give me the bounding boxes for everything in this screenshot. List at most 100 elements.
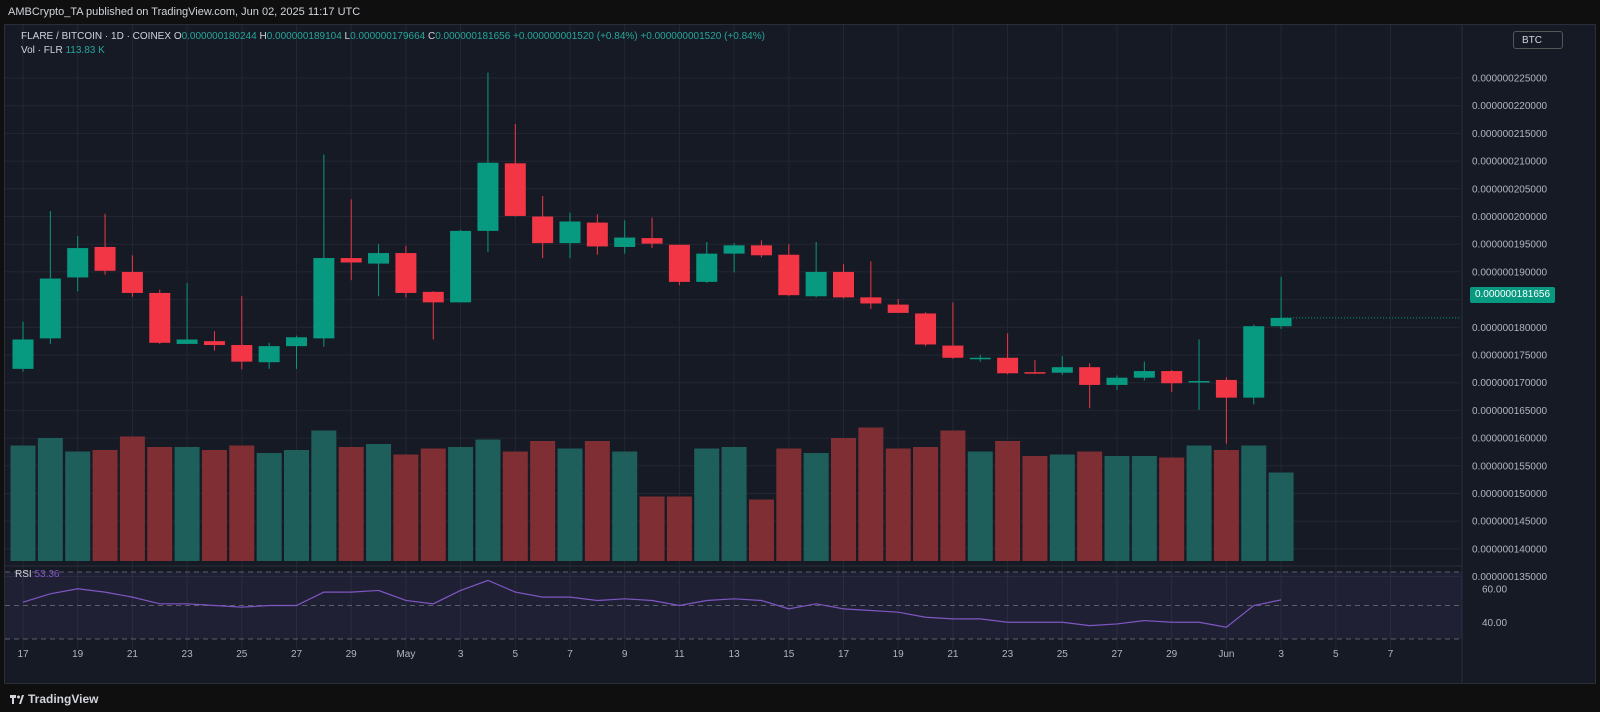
y-tick-label: 0.000000220000 [1472,101,1548,112]
chart-panel[interactable]: 17 19 21 23 25 27 29 May 3 5 7 9 11 13 15 17 19 21 23 25 27 2… [4,24,1596,684]
rsi-band [5,572,1462,639]
volume-bar [1049,454,1075,561]
x-tick-label: 29 [1166,649,1178,660]
y-tick-label: 0.000000200000 [1472,212,1548,223]
candle-body [121,271,143,293]
volume-bar [1022,456,1048,561]
x-tick-label: 17 [838,649,850,660]
volume-bar [311,430,337,561]
volume-bar [721,447,747,561]
volume-bar [885,448,911,561]
volume-bar [475,439,501,561]
x-tick-label: 23 [182,649,194,660]
candle-body [532,216,554,244]
candle-body [12,339,34,369]
volume-bar [147,447,173,561]
x-tick-label: 5 [1333,649,1339,660]
tradingview-logo-icon [10,695,24,704]
candle-body [778,254,800,296]
volume-bar [366,444,392,561]
x-tick-label: 7 [567,649,573,660]
candle-body [696,253,718,282]
candle-body [942,345,964,358]
x-tick-label: 3 [1278,649,1284,660]
brand-name: TradingView [28,692,99,706]
ohlc-legend: FLARE / BITCOIN · 1D · COINEX O 0.0000001… [21,31,765,42]
candlestick-chart[interactable]: 17 19 21 23 25 27 29 May 3 5 7 9 11 13 15 17 19 21 23 25 27 2… [5,25,1595,683]
rsi-label[interactable]: RSI [15,569,32,580]
y-tick-label: 0.000000155000 [1472,461,1548,472]
candle-body [395,253,417,293]
y-tick-label: 0.000000170000 [1472,378,1548,389]
y-tick-label: 0.000000215000 [1472,129,1548,140]
candle-body [176,339,198,344]
candle-body [559,221,581,244]
volume-bar [612,451,638,561]
volume-bar [1077,451,1103,561]
candle-body [313,258,335,339]
candle-body [203,341,225,346]
volume-bar [338,447,364,561]
candle-body [723,245,745,254]
candle-body [887,304,909,313]
x-tick-label: 7 [1388,649,1394,660]
volume-bar [776,448,802,561]
candle-body [1133,371,1155,378]
tradingview-brand[interactable]: TradingView [10,692,98,706]
volume-bar [1213,450,1239,561]
volume-bar [748,499,774,561]
rsi-tick-label: 60.00 [1482,584,1507,595]
volume-value: 113.83 K [65,45,105,56]
x-tick-label: 21 [947,649,959,660]
x-tick-label: 25 [1057,649,1069,660]
y-tick-label: 0.000000190000 [1472,267,1548,278]
candle-body [1270,317,1292,327]
volume-bar [530,441,556,561]
volume-bar [420,448,446,561]
candle-body [586,222,608,247]
published-header: AMBCrypto_TA published on TradingView.co… [0,0,1600,24]
open-label: O [173,31,182,42]
candle-body [149,292,171,343]
volume-bar [10,445,36,561]
currency-button[interactable]: BTC [1513,31,1563,49]
x-tick-label: 3 [458,649,464,660]
volume-bar [502,451,528,561]
volume-bar [967,451,993,561]
x-tick-label: 25 [236,649,248,660]
volume-legend: Vol · FLR 113.83 K [21,45,105,56]
symbol-label[interactable]: FLARE / BITCOIN · 1D · COINEX [21,31,172,42]
volume-bar [940,430,966,561]
x-tick-label: 27 [1111,649,1123,660]
candle-body [67,248,89,278]
y-tick-label: 0.000000175000 [1472,351,1548,362]
y-tick-label: 0.000000205000 [1472,184,1548,195]
candle-body [1188,381,1210,383]
candle-body [286,337,307,347]
x-tick-label: 23 [1002,649,1014,660]
volume-bar [1241,445,1267,561]
volume-bar [1186,445,1212,561]
volume-bar [639,496,665,561]
candle-body [504,163,526,216]
x-tick-label: 15 [783,649,795,660]
y-tick-label: 0.000000135000 [1472,572,1548,583]
low-label: L [344,31,351,42]
close-value: 0.000000181656 [435,31,511,42]
volume-bar [119,436,145,561]
candle-body [94,246,116,271]
volume-bar [694,448,720,561]
candle-body [422,291,444,303]
volume-bar [858,427,884,561]
candle-body [641,238,663,244]
candle-body [450,230,472,303]
y-tick-label: 0.000000180000 [1472,323,1548,334]
volume-bar [1131,456,1157,561]
close-label: C [427,31,436,42]
candle-body [477,162,499,231]
candle-body [833,271,854,298]
volume-label[interactable]: Vol · FLR [21,45,63,56]
candle-body [1079,367,1101,385]
candle-body [750,245,772,256]
candle-body [39,278,61,339]
